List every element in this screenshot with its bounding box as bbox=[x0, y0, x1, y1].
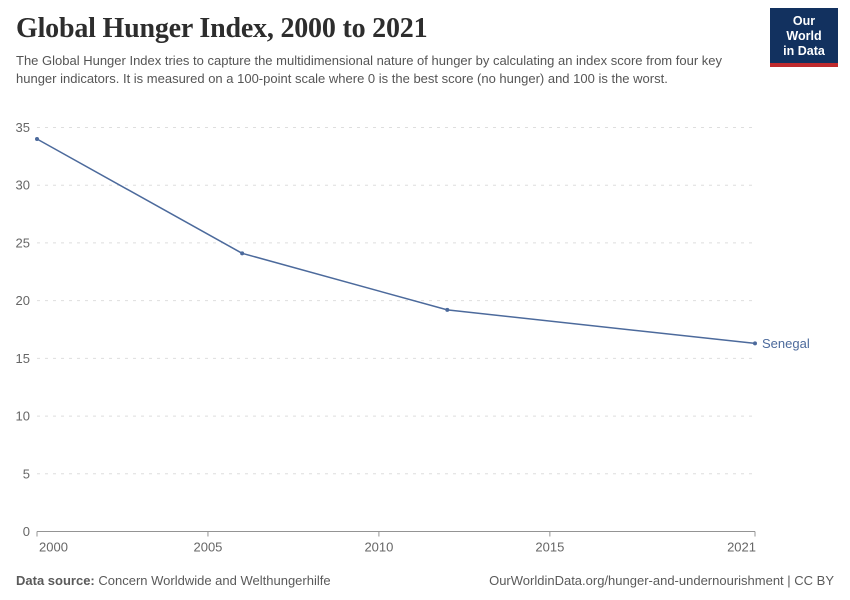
data-point-marker bbox=[753, 341, 757, 346]
y-tick-label: 35 bbox=[16, 120, 30, 135]
y-tick-label: 20 bbox=[16, 293, 30, 308]
x-tick-label: 2005 bbox=[193, 540, 222, 555]
data-point-marker bbox=[445, 307, 450, 312]
data-source: Data source: Concern Worldwide and Welth… bbox=[16, 573, 331, 588]
y-tick-label: 5 bbox=[23, 466, 30, 481]
x-tick-label: 2010 bbox=[364, 540, 393, 555]
x-tick-label: 2000 bbox=[39, 540, 68, 555]
y-tick-label: 30 bbox=[16, 178, 30, 193]
owid-logo-line1: Our World bbox=[786, 14, 822, 43]
data-source-value: Concern Worldwide and Welthungerhilfe bbox=[98, 573, 331, 588]
data-point-marker bbox=[35, 137, 39, 142]
owid-logo-line2: in Data bbox=[783, 44, 825, 58]
series-end-label: Senegal bbox=[762, 336, 810, 351]
x-tick-label: 2021 bbox=[727, 540, 756, 555]
y-tick-label: 10 bbox=[16, 409, 30, 424]
chart-subtitle: The Global Hunger Index tries to capture… bbox=[16, 53, 722, 86]
line-chart: 0 5 10 15 20 25 30 35 2000 2005 2010 2015 2021 Senega… bbox=[0, 118, 850, 568]
data-source-label: Data source: bbox=[16, 573, 95, 588]
chart-footer: Data source: Concern Worldwide and Welth… bbox=[0, 573, 850, 588]
x-tick-label: 2015 bbox=[535, 540, 564, 555]
owid-logo[interactable]: Our World in Data bbox=[770, 8, 838, 67]
y-tick-label: 25 bbox=[16, 235, 30, 250]
series-line bbox=[36, 138, 756, 345]
footer-citation-link[interactable]: OurWorldinData.org/hunger-and-undernouri… bbox=[489, 573, 834, 588]
y-tick-label: 15 bbox=[16, 351, 30, 366]
y-tick-label: 0 bbox=[23, 524, 30, 539]
page-title: Global Hunger Index, 2000 to 2021 bbox=[16, 13, 428, 44]
chart-canvas: 0 5 10 15 20 25 30 35 2000 2005 2010 2015 2021 Senega… bbox=[16, 120, 810, 555]
data-point-marker bbox=[240, 251, 245, 256]
